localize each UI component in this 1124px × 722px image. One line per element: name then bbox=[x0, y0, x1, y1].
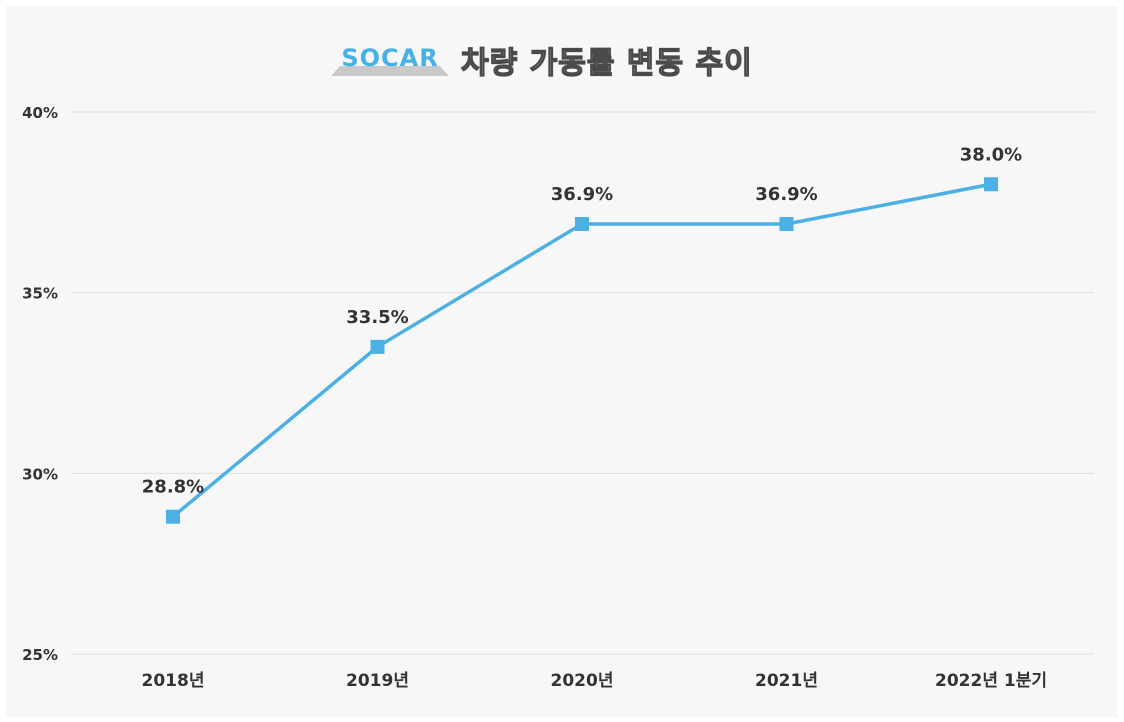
x-tick-label: 2019년 bbox=[346, 671, 409, 691]
grid-layer bbox=[72, 111, 1094, 655]
y-axis: 25% 30% 35% 40% bbox=[22, 104, 58, 664]
x-tick-label: 2018년 bbox=[142, 671, 205, 691]
data-label-layer: 28.8% 33.5% 36.9% 36.9% 38.0% bbox=[142, 144, 1022, 497]
series-layer bbox=[166, 177, 998, 524]
data-label: 28.8% bbox=[142, 477, 204, 498]
data-point-marker bbox=[575, 217, 589, 232]
data-label: 36.9% bbox=[551, 184, 613, 205]
data-point-marker bbox=[370, 339, 385, 354]
socar-logo: SOCAR bbox=[341, 44, 438, 72]
x-tick-label: 2021년 bbox=[755, 671, 818, 691]
chart-title-group: SOCAR 차량 가동률 변동 추이 bbox=[331, 44, 753, 82]
line-chart: SOCAR 차량 가동률 변동 추이 25%30%35%40% 2018년 201… bbox=[22, 44, 1094, 691]
data-point-marker bbox=[984, 177, 998, 192]
logo-underline bbox=[331, 66, 449, 76]
y-tick-label: 25% bbox=[22, 646, 58, 664]
data-point-marker bbox=[166, 509, 180, 524]
data-label: 38.0% bbox=[960, 144, 1022, 165]
series-line bbox=[171, 182, 992, 519]
data-point-marker bbox=[779, 217, 794, 232]
data-label: 36.9% bbox=[755, 184, 817, 205]
y-tick-label: 30% bbox=[22, 465, 58, 483]
x-tick-label: 2020년 bbox=[551, 671, 614, 691]
data-label: 33.5% bbox=[346, 307, 408, 328]
y-tick-label: 40% bbox=[22, 104, 58, 122]
chart-title: 차량 가동률 변동 추이 bbox=[461, 46, 753, 81]
x-axis: 2018년 2019년 2020년 2021년 2022년 1분기 bbox=[142, 671, 1047, 691]
x-tick-label: 2022년 1분기 bbox=[935, 671, 1047, 691]
y-tick-label: 35% bbox=[22, 285, 58, 303]
chart-area: SOCAR 차량 가동률 변동 추이 25% 30% 35% 40% 2018년 201… bbox=[6, 6, 1118, 718]
